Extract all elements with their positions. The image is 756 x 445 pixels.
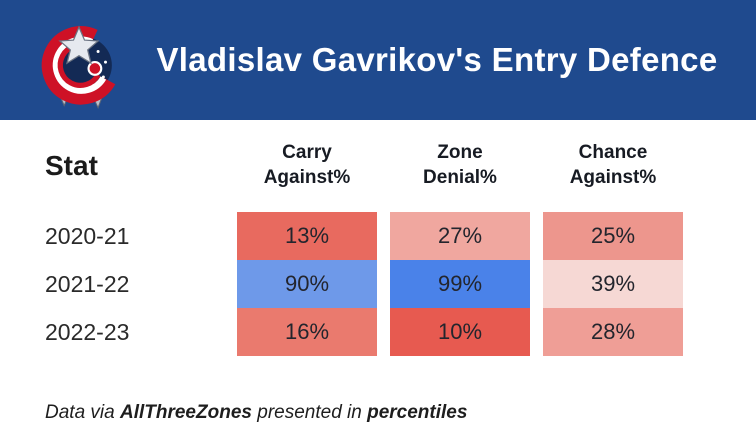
season-label: 2020-21 (45, 222, 130, 249)
table-header-row: Stat Carry Against% Zone Denial% Chance … (45, 134, 756, 198)
column-header-line: Zone (437, 142, 483, 164)
table-row: 2020-21 13% 27% 25% (45, 212, 756, 260)
season-label: 2022-23 (45, 318, 130, 345)
footer-text: presented in (251, 402, 368, 423)
value-cell: 99% (390, 260, 530, 308)
footer-emphasis: percentiles (367, 402, 468, 423)
column-header-chance-against: Chance Against% (543, 141, 683, 190)
footer-text: Data via (45, 402, 120, 423)
column-header-line: Carry (282, 142, 332, 164)
value-cell: 28% (543, 308, 683, 356)
value-cell: 10% (390, 308, 530, 356)
stats-table: Stat Carry Against% Zone Denial% Chance … (0, 120, 756, 356)
value-cell: 16% (237, 308, 377, 356)
column-header-carry-against: Carry Against% (237, 141, 377, 190)
value-cell: 39% (543, 260, 683, 308)
value-cell: 90% (237, 260, 377, 308)
footer-source-name: AllThreeZones (119, 402, 252, 423)
header-banner: Vladislav Gavrikov's Entry Defence (0, 0, 756, 120)
table-body: 2020-21 13% 27% 25% 2021-22 90% 99% 39% … (45, 212, 756, 356)
value-cell: 13% (237, 212, 377, 260)
column-header-line: Against% (263, 167, 351, 188)
table-row: 2021-22 90% 99% 39% (45, 260, 756, 308)
column-header-zone-denial: Zone Denial% (390, 141, 530, 190)
stat-column-header: Stat (45, 150, 98, 181)
page-title: Vladislav Gavrikov's Entry Defence (156, 41, 718, 78)
value-cell: 25% (543, 212, 683, 260)
value-cell: 27% (390, 212, 530, 260)
columbus-blue-jackets-logo-icon (41, 25, 116, 110)
season-label: 2021-22 (45, 270, 130, 297)
table-row: 2022-23 16% 10% 28% (45, 308, 756, 356)
data-source-note: Data via AllThreeZones presented in perc… (45, 402, 756, 424)
column-header-line: Denial% (423, 167, 497, 188)
column-header-line: Against% (569, 167, 657, 188)
column-header-line: Chance (578, 142, 648, 164)
